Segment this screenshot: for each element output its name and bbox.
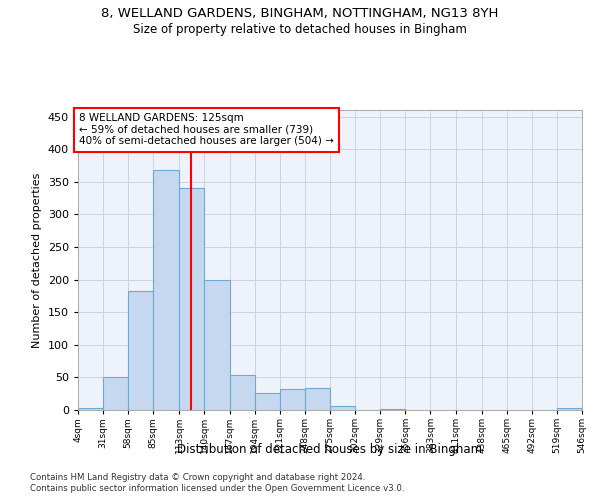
Text: Contains public sector information licensed under the Open Government Licence v3: Contains public sector information licen… bbox=[30, 484, 404, 493]
Bar bbox=[179, 188, 205, 410]
Bar bbox=[128, 290, 154, 410]
Bar bbox=[380, 408, 406, 410]
Text: Distribution of detached houses by size in Bingham: Distribution of detached houses by size … bbox=[178, 442, 482, 456]
Bar bbox=[205, 280, 230, 410]
Bar bbox=[154, 170, 179, 410]
Text: 8 WELLAND GARDENS: 125sqm
← 59% of detached houses are smaller (739)
40% of semi: 8 WELLAND GARDENS: 125sqm ← 59% of detac… bbox=[79, 114, 334, 146]
Text: 8, WELLAND GARDENS, BINGHAM, NOTTINGHAM, NG13 8YH: 8, WELLAND GARDENS, BINGHAM, NOTTINGHAM,… bbox=[101, 8, 499, 20]
Bar bbox=[230, 375, 254, 410]
Bar bbox=[305, 388, 330, 410]
Bar bbox=[103, 378, 128, 410]
Bar bbox=[254, 393, 280, 410]
Bar bbox=[330, 406, 355, 410]
Bar bbox=[280, 389, 305, 410]
Text: Size of property relative to detached houses in Bingham: Size of property relative to detached ho… bbox=[133, 22, 467, 36]
Y-axis label: Number of detached properties: Number of detached properties bbox=[32, 172, 42, 348]
Bar bbox=[78, 408, 103, 410]
Text: Contains HM Land Registry data © Crown copyright and database right 2024.: Contains HM Land Registry data © Crown c… bbox=[30, 472, 365, 482]
Bar bbox=[557, 408, 582, 410]
